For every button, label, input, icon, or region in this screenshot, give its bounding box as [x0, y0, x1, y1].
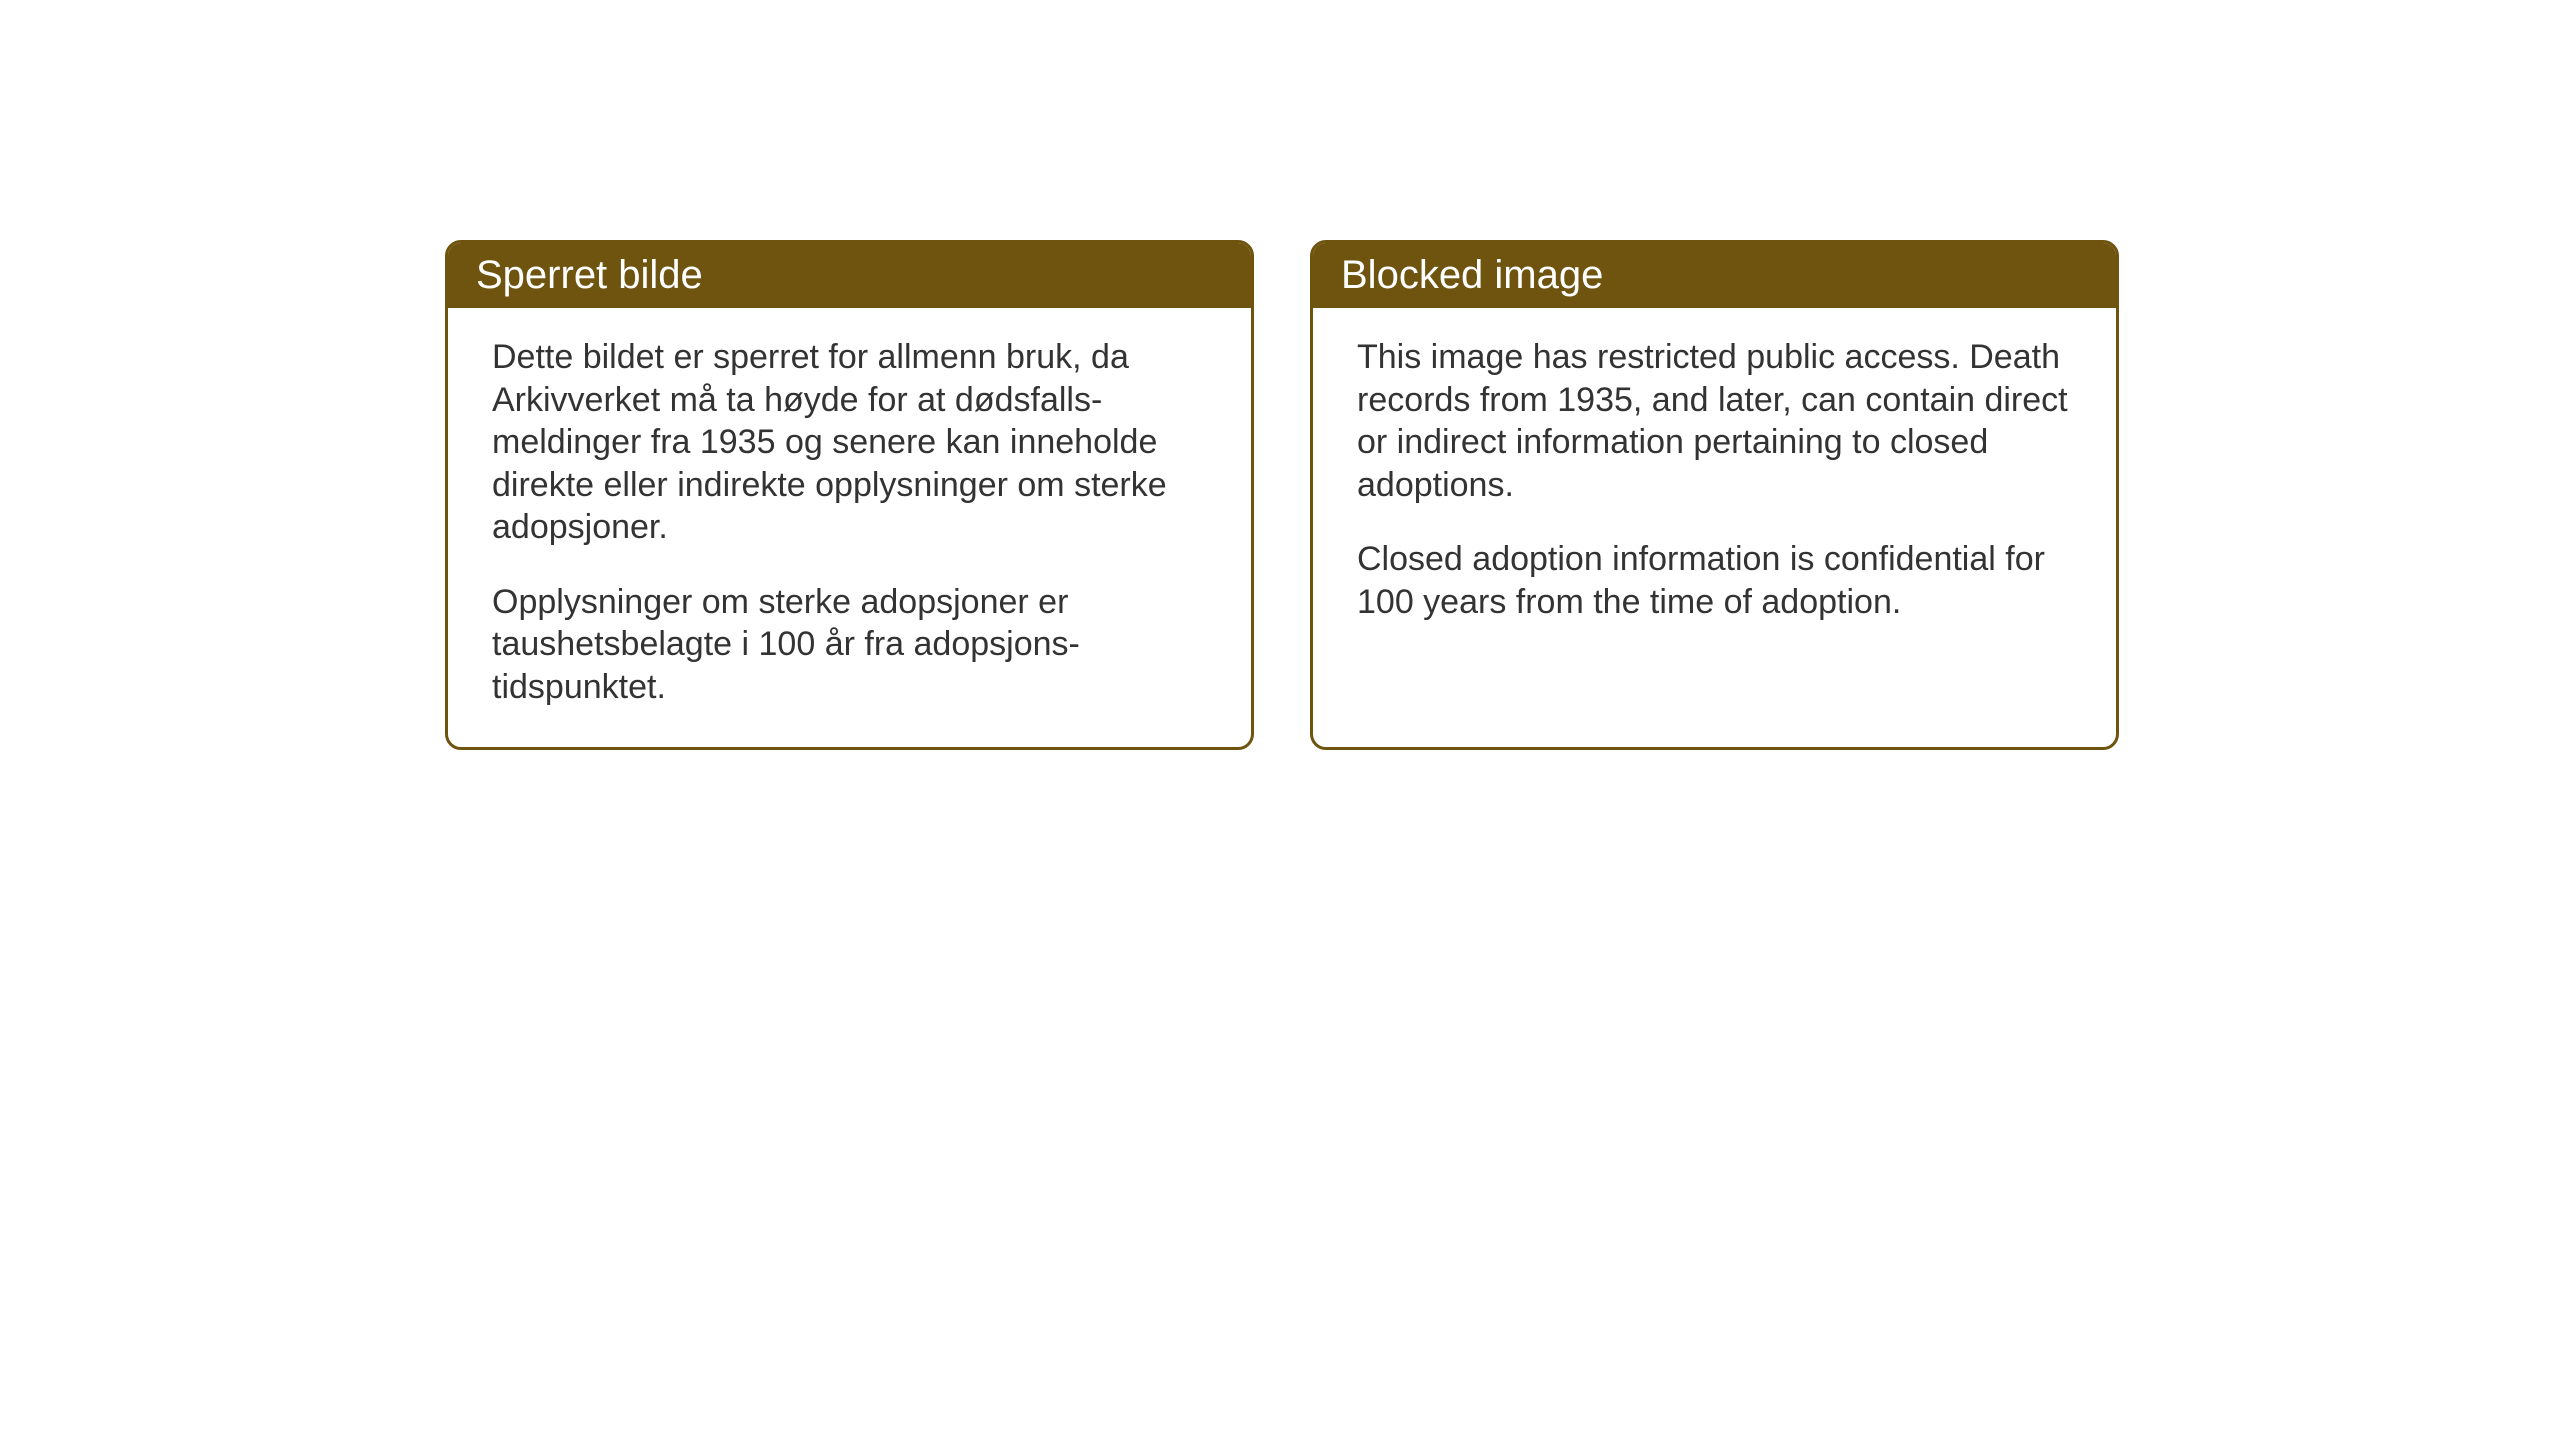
english-notice-card: Blocked image This image has restricted … — [1310, 240, 2119, 750]
norwegian-notice-card: Sperret bilde Dette bildet er sperret fo… — [445, 240, 1254, 750]
norwegian-card-body: Dette bildet er sperret for allmenn bruk… — [448, 308, 1251, 744]
notice-container: Sperret bilde Dette bildet er sperret fo… — [445, 240, 2119, 750]
english-card-body: This image has restricted public access.… — [1313, 308, 2116, 659]
norwegian-card-title: Sperret bilde — [448, 243, 1251, 308]
norwegian-paragraph-1: Dette bildet er sperret for allmenn bruk… — [492, 336, 1207, 549]
english-card-title: Blocked image — [1313, 243, 2116, 308]
english-paragraph-1: This image has restricted public access.… — [1357, 336, 2072, 506]
norwegian-paragraph-2: Opplysninger om sterke adopsjoner er tau… — [492, 581, 1207, 709]
english-paragraph-2: Closed adoption information is confident… — [1357, 538, 2072, 623]
